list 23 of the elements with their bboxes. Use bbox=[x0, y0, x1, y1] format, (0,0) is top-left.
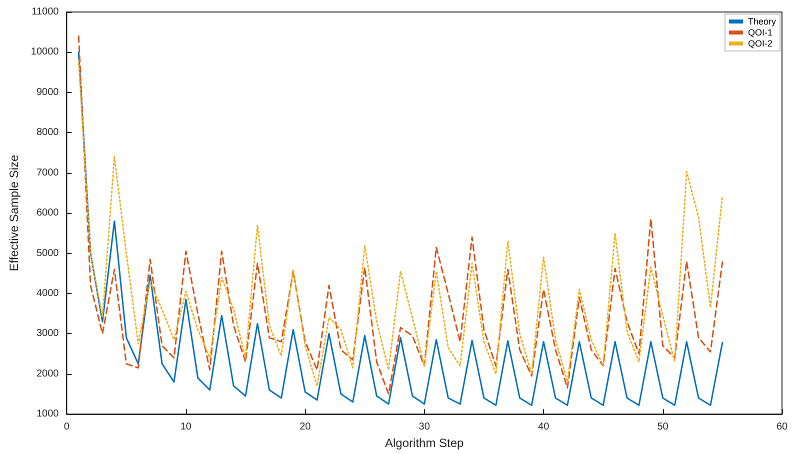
x-tick-label: 10 bbox=[180, 422, 192, 433]
y-tick-label: 3000 bbox=[36, 328, 60, 340]
y-axis-title: Effective Sample Size bbox=[7, 154, 21, 272]
legend-label: QOI-2 bbox=[748, 38, 773, 48]
x-tick-label: 20 bbox=[300, 422, 312, 433]
y-tick-label: 8000 bbox=[36, 127, 60, 138]
legend-label: Theory bbox=[748, 16, 776, 26]
y-tick-label: 2000 bbox=[36, 368, 60, 380]
x-tick-label: 40 bbox=[538, 422, 550, 433]
y-tick-label: 11000 bbox=[32, 6, 60, 18]
x-tick-label: 60 bbox=[776, 422, 788, 433]
y-tick-label: 10000 bbox=[30, 46, 60, 58]
y-tick-label: 7000 bbox=[36, 167, 60, 178]
y-tick-label: 9000 bbox=[36, 86, 60, 98]
x-tick-label: 50 bbox=[657, 422, 669, 433]
y-tick-label: 1000 bbox=[36, 408, 60, 420]
y-tick-label: 4000 bbox=[36, 288, 60, 299]
x-tick-label: 30 bbox=[418, 422, 430, 433]
y-tick-label: 6000 bbox=[36, 208, 60, 219]
x-axis-title: Algorithm Step bbox=[385, 436, 464, 450]
legend-label: QOI-1 bbox=[748, 28, 773, 38]
y-tick-label: 5000 bbox=[36, 248, 60, 259]
x-tick-label: 0 bbox=[64, 422, 70, 433]
